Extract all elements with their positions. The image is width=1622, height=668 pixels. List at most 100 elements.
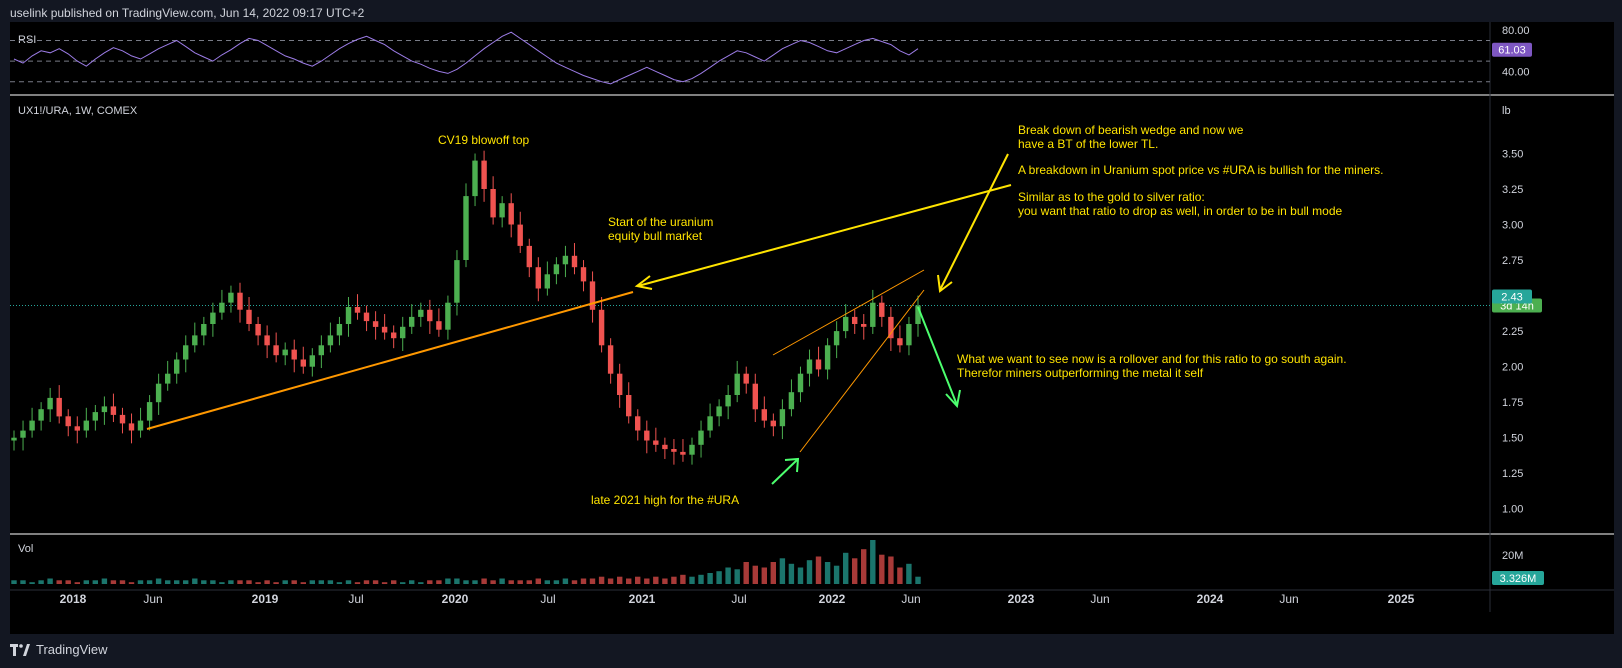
candle <box>445 295 451 340</box>
rollover-arrow-line <box>917 306 958 406</box>
footer-brand: TradingView <box>36 642 108 657</box>
time-tick-label: Jul <box>731 592 746 606</box>
volume-bar <box>101 578 108 584</box>
candle <box>354 294 361 320</box>
price-unit: lb <box>1502 105 1511 117</box>
candle <box>571 243 578 275</box>
late-2021-arrow-line <box>771 459 798 485</box>
time-tick-label: 2025 <box>1388 592 1415 606</box>
candle <box>635 409 641 441</box>
candle <box>815 346 822 377</box>
price-tick-label: 2.25 <box>1502 326 1523 338</box>
volume-bar <box>707 573 713 584</box>
volume-bar <box>146 580 153 584</box>
wedge-lower-trendline <box>799 289 925 453</box>
volume-bar <box>11 580 17 584</box>
volume-bar <box>626 578 632 584</box>
volume-bar <box>409 580 415 584</box>
volume-bar <box>562 578 569 584</box>
volume-bar <box>635 576 641 584</box>
candle <box>273 332 279 363</box>
volume-bar <box>38 580 44 584</box>
candle <box>165 360 171 391</box>
candle <box>598 297 605 353</box>
volume-bar <box>888 556 894 584</box>
volume-bar <box>400 582 406 584</box>
candle <box>544 261 550 296</box>
candle <box>824 338 831 380</box>
volume-bar <box>29 582 35 584</box>
chart-area[interactable]: RSI 80.00 40.00 61.03 UX1!/URA, 1W, COMEX… <box>10 22 1614 634</box>
annotation-wedge-line2: have a BT of the lower TL. <box>1018 137 1158 151</box>
candle <box>752 373 758 423</box>
candle <box>327 322 334 353</box>
candle <box>47 387 53 423</box>
volume-bar <box>201 580 207 584</box>
candle <box>671 439 677 465</box>
candle <box>174 352 180 384</box>
time-tick-label: 2018 <box>60 592 87 606</box>
time-axis: 2018 Jun 2019 Jul 2020 Jul 2021 Jul 2022 Jun 2023 J… <box>60 592 1415 606</box>
candle <box>363 305 370 332</box>
price-tick-label: 2.00 <box>1502 362 1523 374</box>
price-panel: UX1!/URA, 1W, COMEX lb 3.50 3.25 3.00 2.75 2… <box>10 105 1542 516</box>
volume-bar <box>589 578 596 584</box>
rsi-axis-ticks: 80.00 40.00 <box>1502 25 1530 78</box>
annotation-rollover-line1: What we want to see now is a rollover an… <box>957 352 1347 366</box>
candle <box>580 260 587 292</box>
candle <box>490 176 496 225</box>
volume-bar <box>815 556 822 584</box>
candle <box>897 325 903 353</box>
candle <box>146 395 153 431</box>
volume-bar <box>906 563 912 584</box>
annotation-bull-market-line2: equity bull market <box>608 229 703 243</box>
candle <box>589 271 596 323</box>
candle <box>526 238 532 278</box>
candle <box>391 325 397 349</box>
candle <box>517 211 523 253</box>
volume-bar <box>725 567 731 584</box>
volume-bar <box>354 582 361 584</box>
volume-bar <box>92 580 98 584</box>
volume-bar <box>128 582 135 584</box>
volume-bar <box>897 567 903 584</box>
volume-bar <box>698 574 704 584</box>
time-tick-label: 2020 <box>442 592 469 606</box>
volume-bar <box>490 580 496 584</box>
candle <box>192 322 198 353</box>
volume-bar <box>553 580 560 584</box>
volume-bar <box>788 563 795 584</box>
tradingview-logo-icon <box>10 643 30 656</box>
late-2021-arrow-head <box>784 457 800 473</box>
candle <box>734 360 740 403</box>
annotation-wedge-line1: Break down of bearish wedge and now we <box>1018 123 1244 137</box>
annotation-bull-market-line1: Start of the uranium <box>608 215 713 229</box>
candle <box>255 316 261 346</box>
volume-bar <box>192 578 198 584</box>
last-price-badge-bg <box>1492 289 1532 304</box>
candle <box>644 420 650 454</box>
volume-bar <box>137 580 144 584</box>
time-tick-label: Jun <box>1090 592 1109 606</box>
candle <box>336 316 343 346</box>
candle <box>119 407 126 434</box>
volume-bar <box>806 560 813 584</box>
candle <box>870 289 876 334</box>
candle <box>852 309 858 334</box>
candle <box>463 183 469 268</box>
candle <box>662 437 668 459</box>
volume-bar <box>56 580 62 584</box>
annotation-cv19-top: CV19 blowoff top <box>438 133 529 147</box>
time-tick-label: Jun <box>901 592 920 606</box>
rsi-tick-label: 40.00 <box>1502 66 1530 78</box>
candle <box>228 285 234 313</box>
volume-bar <box>915 576 921 584</box>
time-tick-label: 2019 <box>252 592 279 606</box>
volume-bar <box>300 582 306 584</box>
candle <box>11 430 17 451</box>
candle <box>29 407 35 438</box>
arrow-to-wedge-head <box>937 274 953 293</box>
time-tick-label: 2021 <box>629 592 656 606</box>
volume-bar <box>508 580 514 584</box>
volume-bar <box>391 580 397 584</box>
